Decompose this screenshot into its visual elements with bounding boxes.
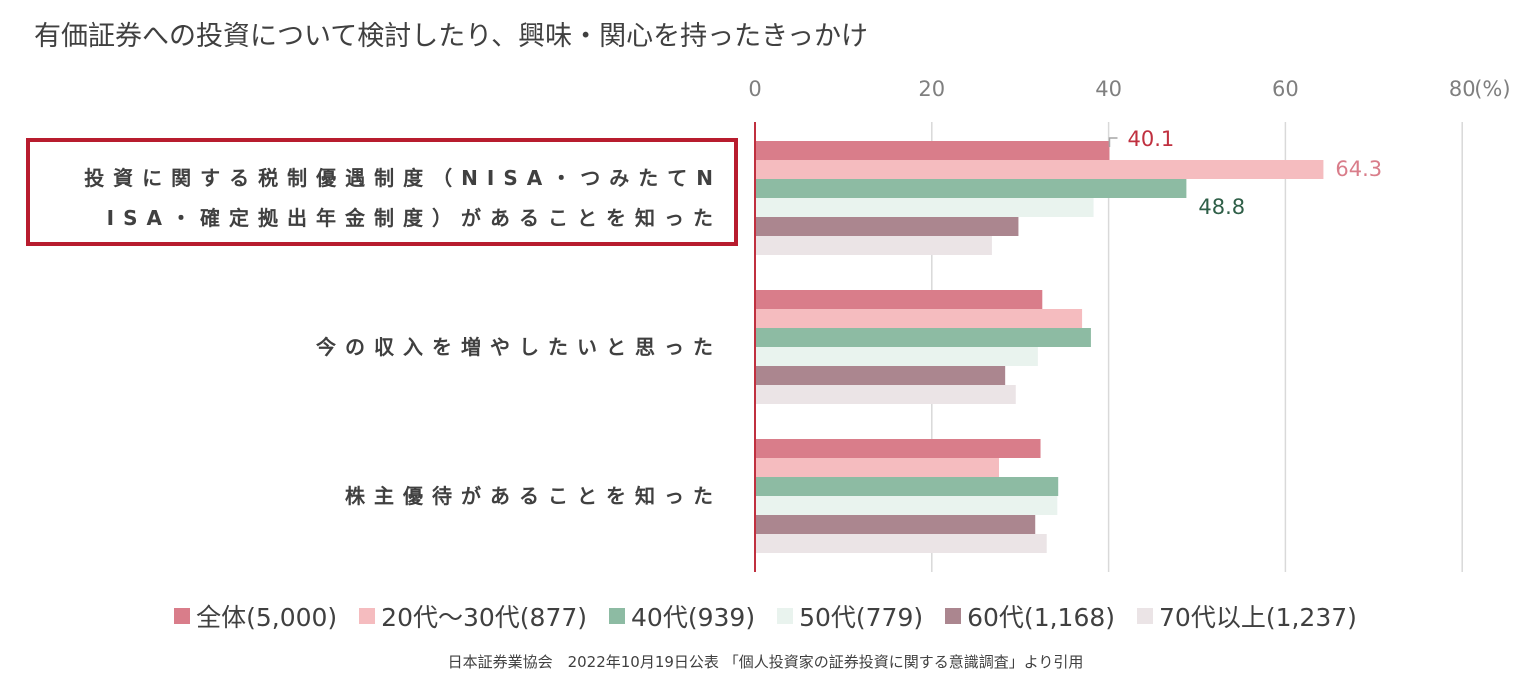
legend: 全体(5,000) 20代～30代(877) 40代(939) 50代(779) 60代… bbox=[0, 598, 1531, 634]
legend-swatch bbox=[609, 608, 626, 624]
legend-label: 20代～30代(877) bbox=[381, 603, 588, 632]
bar bbox=[755, 179, 1187, 198]
x-tick-label: 20 bbox=[918, 77, 945, 101]
legend-label: 60代(1,168) bbox=[967, 603, 1116, 632]
chart-area: 0 20 40 60 80(%) 投資に関する税制優遇制度（NISA・つみたてN ISA・確… bbox=[84, 77, 1511, 572]
bar bbox=[755, 236, 992, 255]
data-label: 40.1 bbox=[1127, 127, 1174, 151]
bar bbox=[755, 160, 1324, 179]
category-label: 今の収入を増やしたいと思った bbox=[316, 335, 722, 359]
legend-label: 全体(5,000) bbox=[196, 603, 338, 632]
bar bbox=[755, 534, 1047, 553]
x-tick-label: 80 bbox=[1449, 77, 1476, 101]
legend-item: 20代～30代(877) bbox=[359, 598, 587, 634]
bar bbox=[755, 515, 1036, 534]
data-label: 48.8 bbox=[1198, 195, 1245, 219]
category-label: ISA・確定拠出年金制度）があることを知った bbox=[107, 206, 722, 230]
legend-swatch bbox=[777, 608, 794, 624]
highlight-box bbox=[26, 138, 738, 246]
bar bbox=[755, 347, 1038, 366]
bar bbox=[755, 496, 1058, 515]
source-note: 日本証券業協会 2022年10月19日公表 「個人投資家の証券投資に関する意識調… bbox=[447, 653, 1084, 671]
legend-label: 70代以上(1,237) bbox=[1159, 603, 1357, 632]
x-tick-label: 0 bbox=[748, 77, 761, 101]
bar bbox=[755, 309, 1083, 328]
x-tick-label: 40 bbox=[1095, 77, 1122, 101]
legend-item: 50代(779) bbox=[777, 598, 923, 634]
legend-swatch bbox=[1137, 608, 1154, 624]
bar bbox=[755, 477, 1059, 496]
legend-swatch bbox=[174, 608, 191, 624]
bar bbox=[755, 458, 999, 477]
category-label: 株主優待があることを知った bbox=[345, 484, 722, 508]
legend-swatch bbox=[945, 608, 962, 624]
bar bbox=[755, 439, 1041, 458]
bar bbox=[755, 141, 1110, 160]
bar bbox=[755, 290, 1043, 309]
legend-item: 70代以上(1,237) bbox=[1137, 598, 1357, 634]
bar bbox=[755, 217, 1019, 236]
legend-swatch bbox=[359, 608, 376, 624]
legend-item: 全体(5,000) bbox=[174, 598, 337, 634]
x-tick-label: 60 bbox=[1272, 77, 1299, 101]
data-label: 64.3 bbox=[1335, 157, 1382, 181]
category-label: 投資に関する税制優遇制度（NISA・つみたてN bbox=[84, 166, 722, 190]
legend-item: 40代(939) bbox=[609, 598, 755, 634]
bar bbox=[755, 198, 1094, 217]
legend-label: 40代(939) bbox=[631, 603, 756, 632]
leader-line bbox=[1108, 137, 1118, 147]
bar bbox=[755, 328, 1091, 347]
legend-label: 50代(779) bbox=[799, 603, 924, 632]
bar bbox=[755, 385, 1016, 404]
legend-item: 60代(1,168) bbox=[945, 598, 1115, 634]
x-unit-label: (%) bbox=[1474, 77, 1510, 101]
chart-title: 有価証券への投資について検討したり、興味・関心を持ったきっかけ bbox=[34, 21, 869, 52]
bar bbox=[755, 366, 1006, 385]
